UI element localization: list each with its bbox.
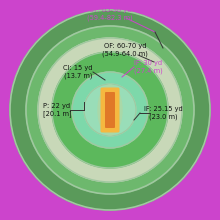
Text: OF: 60-70 yd
(54.9-64.0 m): OF: 60-70 yd (54.9-64.0 m) [102,43,148,57]
Ellipse shape [98,85,122,135]
Text: P: 22 yd
[20.1 m]: P: 22 yd [20.1 m] [43,103,71,117]
Text: IF: 30 yd
(27.4 m): IF: 30 yd (27.4 m) [134,60,162,74]
Circle shape [52,52,168,168]
Circle shape [72,72,148,148]
Text: IF: 25.15 yd
(23.0 m): IF: 25.15 yd (23.0 m) [144,106,182,120]
FancyBboxPatch shape [101,88,119,132]
Circle shape [26,26,194,194]
Text: OF: 65-90 yd
(59.4-82.3 m): OF: 65-90 yd (59.4-82.3 m) [87,7,133,21]
Circle shape [10,10,210,210]
Text: CI: 15 yd
(13.7 m): CI: 15 yd (13.7 m) [63,65,93,79]
Circle shape [84,84,136,136]
FancyBboxPatch shape [105,92,115,128]
Circle shape [38,38,182,182]
